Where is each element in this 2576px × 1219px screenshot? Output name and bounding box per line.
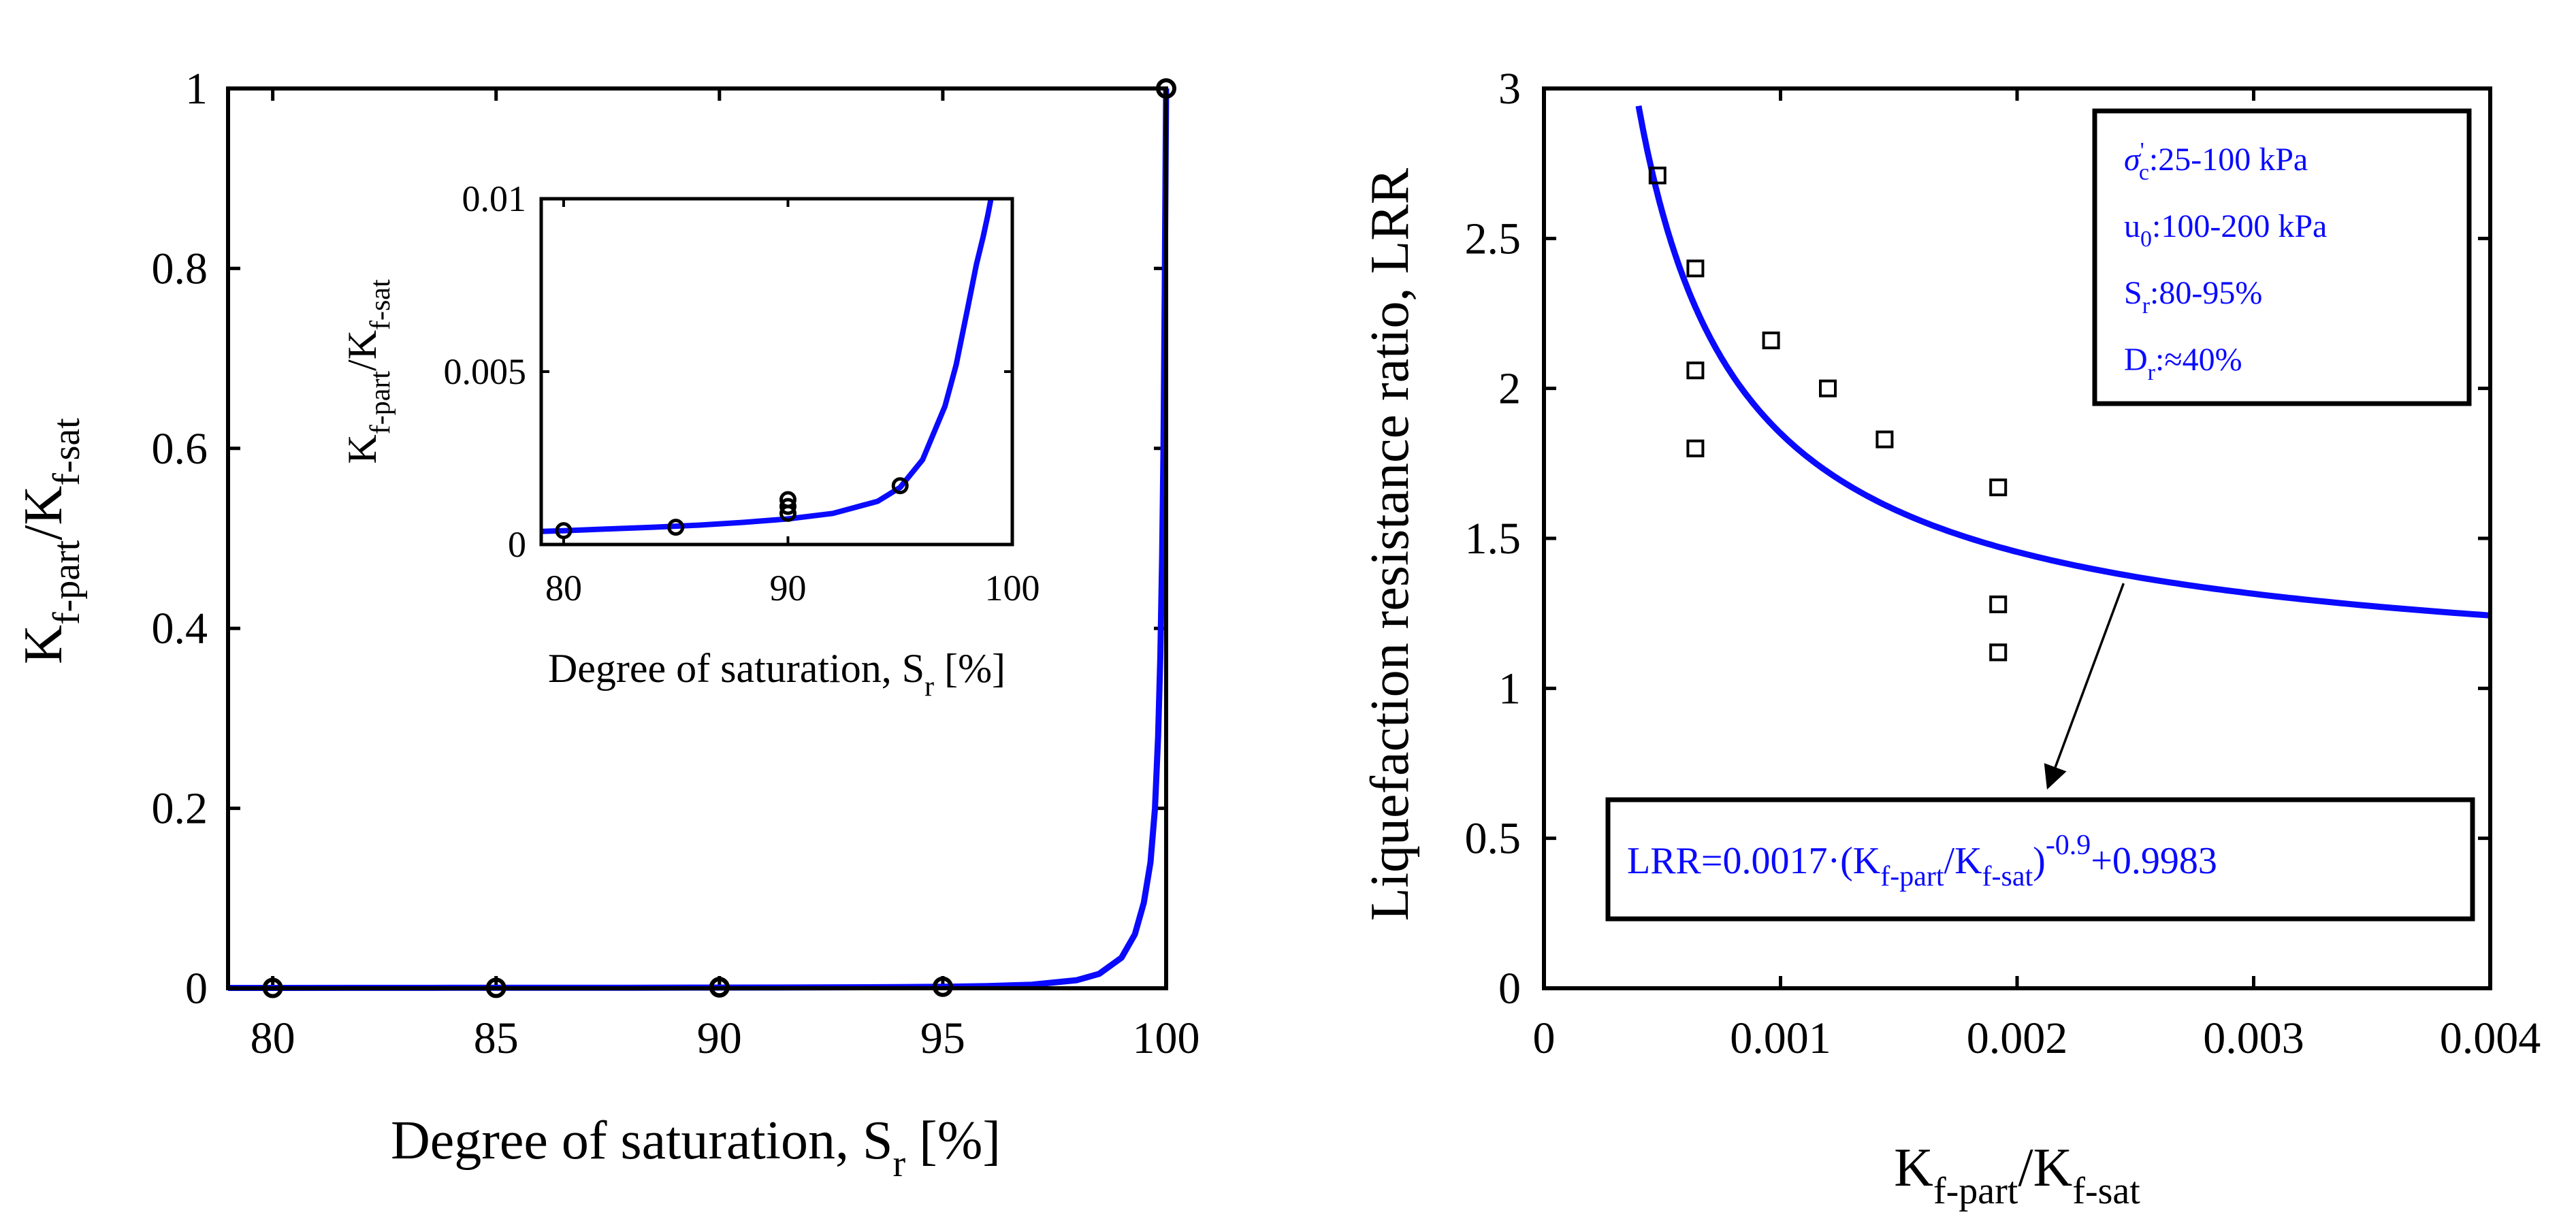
left-x-tick-label: 80 <box>251 1013 295 1063</box>
inset-x-tick-label: 80 <box>545 568 582 608</box>
right-y-tick-label: 0 <box>1498 964 1521 1013</box>
inset-data-point <box>667 519 685 536</box>
inset-data-point <box>779 491 796 508</box>
inset-x-tick-label: 90 <box>769 568 806 608</box>
left-x-tick-labels: 80 85 90 95 100 <box>251 1013 1200 1063</box>
right-y-tick-label: 1 <box>1498 664 1521 713</box>
inset-y-tick-label: 0 <box>508 524 526 565</box>
right-x-tick-label: 0.001 <box>1730 1013 1831 1063</box>
equation-box: LRR=0.0017·(Kf-part/Kf-sat)-0.9+0.9983 <box>1605 797 2475 922</box>
right-y-axis-label: Liquefaction resistance ratio, LRR <box>1360 167 1420 921</box>
left-x-tick-label: 85 <box>474 1013 519 1063</box>
left-x-tick-label: 90 <box>697 1013 742 1063</box>
parameters-box-frame <box>2092 108 2472 406</box>
inset-x-axis-label: Degree of saturation, Sr [%] <box>548 646 1005 702</box>
right-chart: 0 0.5 1 1.5 2 2.5 3 0 0.001 0.002 0.003 0.004 σ' c:… <box>1360 64 2541 1212</box>
annotation-arrow <box>2044 583 2125 790</box>
right-y-tick-label: 2.5 <box>1465 214 1522 263</box>
left-y-axis-label: Kf-part/Kf-sat <box>14 418 88 664</box>
inset-y-tick-label: 0.005 <box>444 351 527 392</box>
left-x-tick-label: 100 <box>1133 1013 1200 1063</box>
right-data-point <box>1989 478 2008 497</box>
left-y-tick-label: 0.4 <box>152 604 208 653</box>
right-x-tick-label: 0.003 <box>2203 1013 2304 1063</box>
right-y-tick-label: 2 <box>1498 364 1521 414</box>
right-data-points <box>1648 166 2008 662</box>
left-y-tick-label: 0 <box>185 964 208 1013</box>
left-y-tick-label: 1 <box>185 64 208 114</box>
inset-y-tick-labels: 0 0.005 0.01 <box>444 178 527 565</box>
param-sr: Sr:80-95% <box>2124 275 2262 319</box>
right-data-point <box>1648 166 1667 184</box>
left-chart: 0 0.2 0.4 0.6 0.8 1 80 85 90 95 100 Degree of sat… <box>14 64 1200 1185</box>
right-x-tick-label: 0 <box>1533 1013 1556 1063</box>
right-fit-curve <box>1635 105 2491 619</box>
left-y-tick-label: 0.6 <box>152 424 208 474</box>
inset-data-point <box>779 498 796 515</box>
left-y-tick-label: 0.2 <box>152 784 208 834</box>
right-x-tick-label: 0.004 <box>2440 1013 2541 1063</box>
inset-y-tick-label: 0.01 <box>462 178 527 219</box>
inset-y-axis-label: Kf-part/Kf-sat <box>340 279 396 464</box>
left-x-axis-label: Degree of saturation, Sr [%] <box>391 1111 1001 1185</box>
right-plot-frame <box>1542 86 2492 990</box>
right-data-point <box>1875 430 1894 449</box>
left-y-tick-label: 0.8 <box>152 244 208 293</box>
right-y-tick-labels: 0 0.5 1 1.5 2 2.5 3 <box>1465 64 1522 1013</box>
left-x-tick-label: 95 <box>920 1013 965 1063</box>
inset-x-tick-labels: 80 90 100 <box>545 568 1040 608</box>
right-x-tick-label: 0.002 <box>1967 1013 2068 1063</box>
param-u0: u0:100-200 kPa <box>2124 208 2327 252</box>
right-data-point <box>1989 595 2008 613</box>
inset-data-points <box>555 477 909 540</box>
right-data-point <box>1686 361 1705 380</box>
left-plot-frame <box>226 86 1168 990</box>
right-y-tick-label: 1.5 <box>1465 514 1522 564</box>
left-y-tick-labels: 0 0.2 0.4 0.6 0.8 1 <box>152 64 208 1013</box>
inset-fit-curve <box>541 198 994 534</box>
inset-x-tick-label: 100 <box>985 568 1040 608</box>
right-y-tick-label: 3 <box>1498 64 1521 114</box>
right-x-axis-label: Kf-part/Kf-sat <box>1894 1138 2140 1212</box>
fit-equation: LRR=0.0017·(Kf-part/Kf-sat)-0.9+0.9983 <box>1627 830 2217 892</box>
inset-data-point <box>891 477 909 495</box>
right-data-point <box>1686 259 1705 278</box>
inset-background <box>541 199 1012 545</box>
parameters-box: σ' c:25-100 kPa u0:100-200 kPa Sr:80-95% … <box>2092 108 2472 406</box>
right-data-point <box>1819 379 1837 397</box>
right-y-tick-label: 0.5 <box>1465 814 1522 864</box>
inset-data-point <box>555 522 573 540</box>
param-dr: Dr:≈40% <box>2124 342 2242 385</box>
right-data-point <box>1989 643 2008 662</box>
right-x-tick-labels: 0 0.001 0.002 0.003 0.004 <box>1533 1013 2541 1063</box>
inset-chart: 0 0.005 0.01 80 90 100 Degree of saturation,… <box>340 178 1040 702</box>
right-data-point <box>1762 331 1780 350</box>
equation-box-frame <box>1605 797 2475 922</box>
param-sigma: σ' c:25-100 kPa <box>2124 138 2308 185</box>
inset-frame <box>539 197 1014 547</box>
right-data-point <box>1686 439 1705 457</box>
